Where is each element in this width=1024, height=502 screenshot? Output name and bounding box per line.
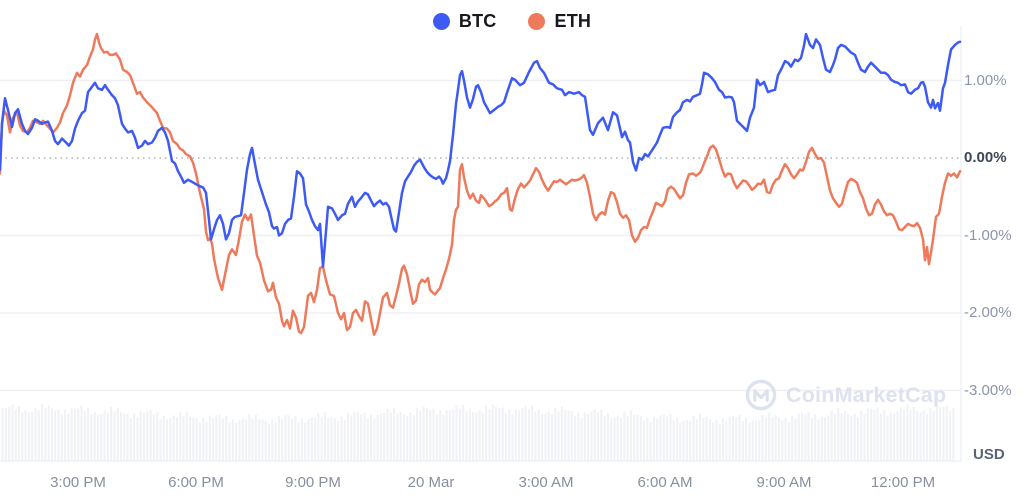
y-axis-unit-label: USD	[973, 446, 1005, 463]
y-axis-label: -1.00%	[964, 227, 1012, 244]
y-axis-label: 0.00%	[964, 149, 1007, 166]
y-axis-label: 1.00%	[964, 72, 1007, 89]
x-axis-label: 6:00 PM	[168, 474, 224, 491]
btc-dot-icon	[432, 13, 450, 30]
legend-label-btc: BTC	[458, 11, 497, 31]
x-axis-label: 9:00 PM	[285, 474, 341, 491]
x-axis-label: 6:00 AM	[637, 474, 693, 491]
x-axis-label: 20 Mar	[407, 474, 455, 491]
legend-label-eth: ETH	[554, 11, 592, 31]
volume-bars	[1, 404, 955, 461]
x-axis-label: 3:00 PM	[50, 474, 106, 491]
x-axis-label: 12:00 PM	[870, 474, 936, 491]
x-axis-label: 3:00 AM	[518, 474, 574, 491]
chart-legend: BTC ETH	[0, 11, 1024, 32]
legend-item-eth[interactable]: ETH	[528, 11, 591, 32]
x-axis-label: 9:00 AM	[756, 474, 812, 491]
y-axis-label: -2.00%	[964, 304, 1012, 321]
eth-line	[0, 32, 962, 336]
y-axis-label: -3.00%	[964, 382, 1012, 399]
eth-dot-icon	[528, 13, 546, 30]
legend-item-btc[interactable]: BTC	[432, 11, 497, 32]
btc-line	[0, 32, 962, 268]
